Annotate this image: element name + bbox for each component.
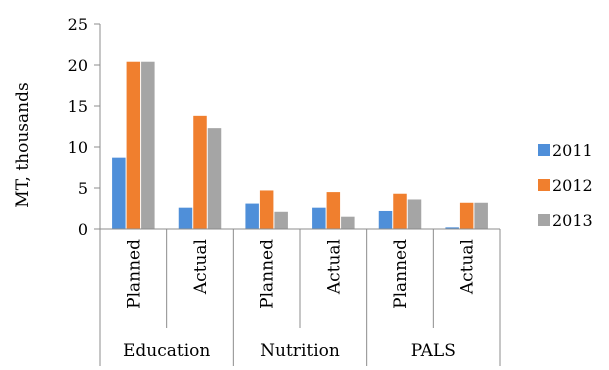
bar-2011-0 bbox=[112, 157, 126, 229]
y-tick-label: 5 bbox=[78, 179, 88, 198]
y-axis-ticks: 0 5 10 15 20 25 bbox=[68, 15, 101, 239]
x-group-label: Education bbox=[123, 341, 210, 361]
bar-2012-5 bbox=[459, 202, 474, 229]
legend-swatch-2012 bbox=[538, 179, 550, 191]
y-tick-label: 20 bbox=[68, 56, 88, 75]
bar-2012-3 bbox=[326, 192, 341, 229]
y-tick-label: 15 bbox=[68, 97, 88, 116]
legend-swatch-2011 bbox=[538, 144, 550, 156]
legend-label-2012: 2012 bbox=[552, 176, 593, 195]
bar-2013-4 bbox=[407, 199, 422, 229]
bar-2013-5 bbox=[474, 202, 488, 229]
bar-2013-2 bbox=[274, 211, 288, 229]
x-group-label: PALS bbox=[411, 341, 456, 361]
x-axis: Planned Actual Planned Actual Planned Actual E… bbox=[99, 228, 501, 366]
bar-2011-5 bbox=[445, 227, 459, 229]
legend-label-2011: 2011 bbox=[552, 141, 593, 160]
bar-2011-3 bbox=[312, 207, 326, 229]
legend-label-2013: 2013 bbox=[552, 211, 593, 230]
y-axis-title: MT, thousands bbox=[13, 82, 33, 207]
x-category-label: Planned bbox=[258, 239, 278, 309]
x-category-label: Planned bbox=[391, 239, 411, 309]
bar-2013-0 bbox=[141, 61, 155, 229]
bar-2012-4 bbox=[393, 193, 407, 229]
bar-2011-4 bbox=[378, 210, 393, 229]
bar-2013-3 bbox=[341, 216, 355, 229]
x-category-label: Actual bbox=[458, 239, 478, 295]
y-tick-label: 0 bbox=[78, 220, 88, 239]
bar-2013-1 bbox=[207, 128, 222, 229]
bar-2012-1 bbox=[193, 115, 207, 229]
bars bbox=[112, 61, 488, 229]
bar-2011-1 bbox=[178, 207, 193, 229]
x-group-label: Nutrition bbox=[260, 341, 340, 361]
y-tick-label: 25 bbox=[68, 15, 88, 34]
bar-2012-0 bbox=[126, 61, 141, 229]
x-category-label: Planned bbox=[124, 239, 144, 309]
bar-2012-2 bbox=[259, 190, 274, 229]
bar-2011-2 bbox=[245, 203, 259, 229]
y-tick-label: 10 bbox=[68, 138, 88, 157]
x-category-label: Actual bbox=[191, 239, 211, 295]
legend-swatch-2013 bbox=[538, 214, 550, 226]
x-category-label: Actual bbox=[324, 239, 344, 295]
legend: 2011 2012 2013 bbox=[538, 141, 593, 230]
